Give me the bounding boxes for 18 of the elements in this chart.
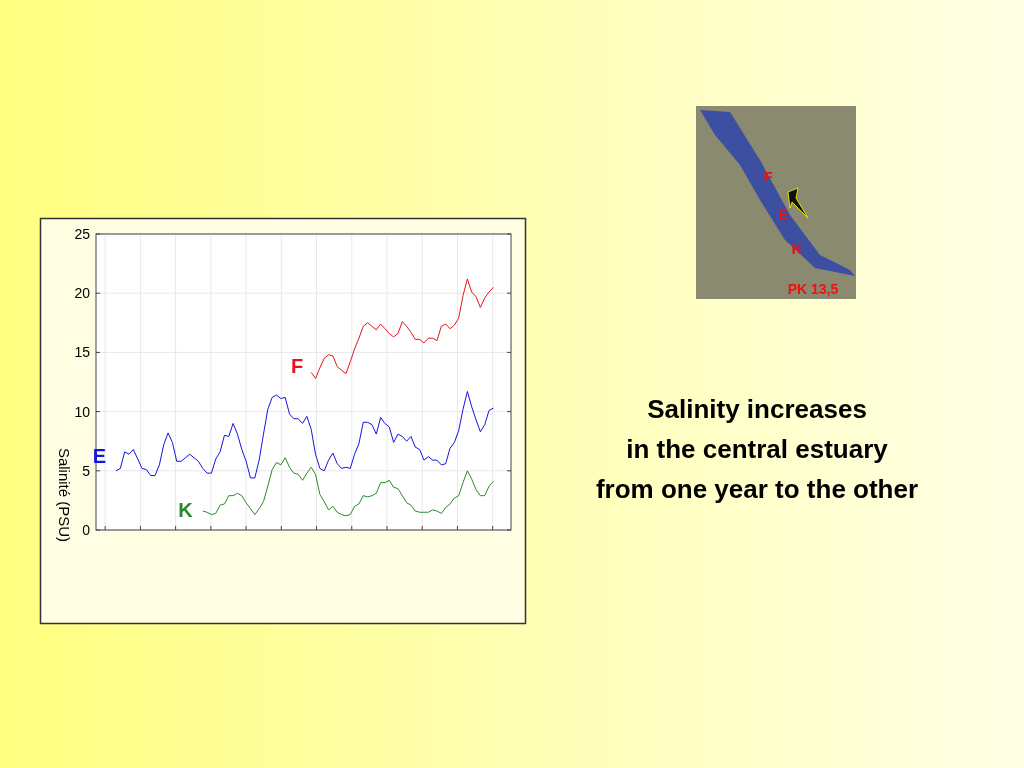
y-tick-label: 0 (82, 521, 91, 538)
y-tick-label: 25 (74, 225, 91, 242)
series-label: E (92, 444, 106, 467)
line-series (115, 390, 494, 479)
y-tick-label: 5 (82, 462, 91, 479)
line-series (310, 278, 494, 379)
y-axis-title: Salinité (PSU) (56, 447, 73, 543)
series-label: K (178, 499, 194, 522)
y-tick-label: 20 (74, 285, 91, 302)
y-tick-label: 10 (74, 403, 91, 420)
text: K (791, 240, 803, 257)
line-series (202, 457, 494, 517)
y-tick-label: 15 (74, 344, 91, 361)
text: PK 13,5 (787, 281, 839, 297)
text: F (763, 168, 773, 185)
text: E (777, 205, 789, 222)
series-label: F (290, 354, 304, 377)
text: Salinity increases in the central estuary from one year to the other (595, 394, 919, 504)
